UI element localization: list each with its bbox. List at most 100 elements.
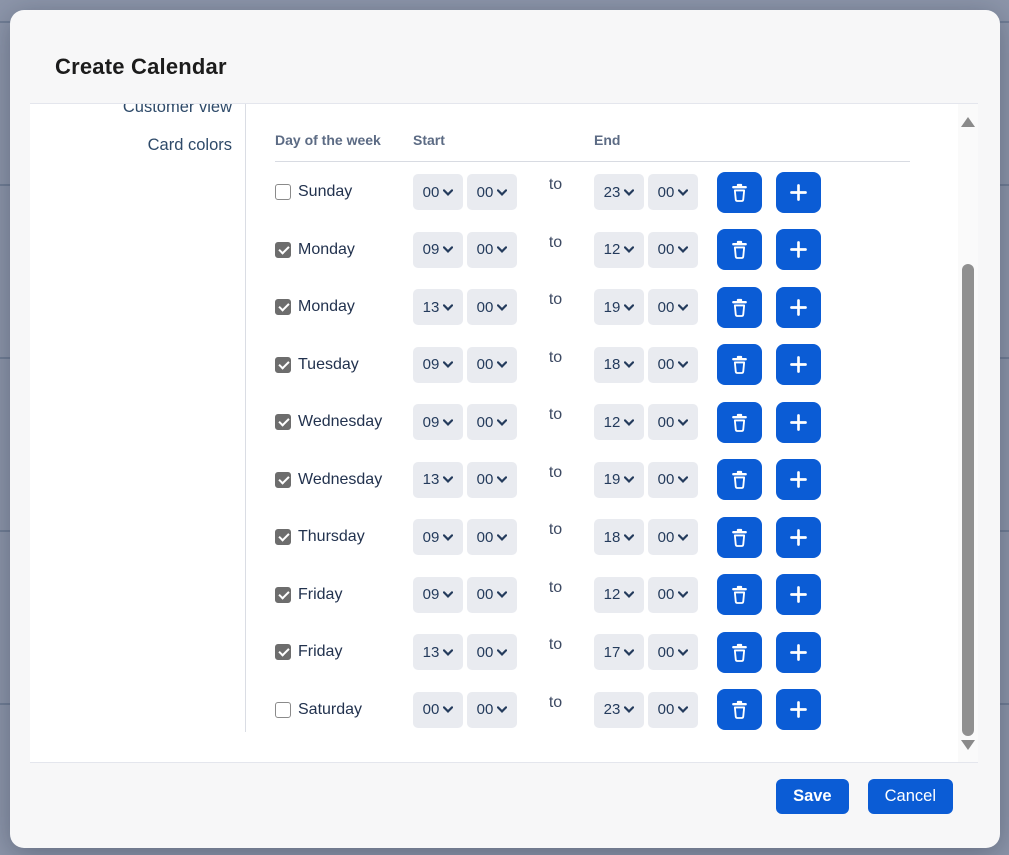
start-hour-select[interactable]: 09 (413, 576, 463, 613)
end-minute-value: 00 (657, 528, 675, 546)
end-minute-value: 00 (657, 643, 675, 661)
add-row-button[interactable] (776, 631, 821, 673)
delete-row-button[interactable] (717, 344, 762, 385)
add-row-button[interactable] (776, 286, 821, 328)
add-row-button[interactable] (776, 401, 821, 443)
day-checkbox[interactable] (275, 299, 291, 315)
delete-row-button[interactable] (717, 171, 762, 213)
add-row-button[interactable] (776, 171, 821, 213)
start-minute-select[interactable]: 00 (467, 346, 517, 383)
day-checkbox[interactable] (275, 471, 291, 488)
day-checkbox[interactable] (275, 701, 291, 718)
end-minute-value: 00 (657, 298, 675, 316)
end-minute-select[interactable]: 00 (648, 231, 698, 268)
start-hour-select[interactable]: 13 (413, 461, 463, 498)
start-minute-select[interactable]: 00 (467, 634, 517, 670)
end-minute-select[interactable]: 00 (648, 461, 698, 498)
sidebar-item-card-colors[interactable]: Card colors (147, 136, 232, 154)
delete-row-button[interactable] (717, 516, 762, 558)
plus-icon (789, 298, 808, 317)
end-hour-select[interactable]: 12 (594, 231, 644, 268)
start-hour-select[interactable]: 00 (413, 691, 463, 728)
end-hour-select[interactable]: 18 (594, 519, 644, 555)
add-row-button[interactable] (776, 459, 821, 500)
chevron-down-icon (443, 303, 454, 311)
end-minute-select[interactable]: 00 (648, 289, 698, 325)
start-hour-select[interactable]: 09 (413, 519, 463, 555)
start-hour-select[interactable]: 09 (413, 404, 463, 440)
delete-row-button[interactable] (717, 401, 762, 443)
start-hour-value: 09 (422, 586, 440, 603)
vertical-scrollbar[interactable] (958, 104, 978, 763)
end-minute-select[interactable]: 00 (648, 634, 698, 670)
start-minute-select[interactable]: 00 (467, 174, 517, 210)
day-label: Friday (298, 643, 343, 660)
add-row-button[interactable] (776, 574, 821, 615)
end-hour-select[interactable]: 19 (594, 461, 644, 498)
trash-icon (729, 354, 750, 375)
end-hour-select[interactable]: 12 (594, 576, 644, 613)
table-row: Sunday 00 00 to 23 (275, 171, 958, 213)
day-checkbox[interactable] (275, 414, 291, 430)
end-minute-select[interactable]: 00 (648, 576, 698, 613)
end-hour-select[interactable]: 23 (594, 691, 644, 728)
delete-row-button[interactable] (717, 229, 762, 270)
scroll-up-icon[interactable] (961, 117, 975, 127)
start-minute-select[interactable]: 00 (467, 576, 517, 613)
table-header: Day of the week Start End (275, 118, 910, 162)
day-checkbox[interactable] (275, 241, 291, 258)
table-row: Thursday 09 00 to 18 (275, 516, 958, 558)
row-actions (717, 344, 821, 385)
save-button[interactable]: Save (776, 779, 849, 814)
end-minute-select[interactable]: 00 (648, 346, 698, 383)
column-header-day: Day of the week (275, 131, 381, 148)
row-actions (717, 689, 821, 730)
start-minute-select[interactable]: 00 (467, 461, 517, 498)
end-hour-select[interactable]: 23 (594, 174, 644, 210)
start-hour-select[interactable]: 13 (413, 634, 463, 670)
scroll-down-icon[interactable] (961, 740, 975, 750)
end-hour-select[interactable]: 18 (594, 346, 644, 383)
delete-row-button[interactable] (717, 286, 762, 328)
start-time-cell: 09 00 (413, 576, 517, 613)
start-hour-select[interactable]: 09 (413, 346, 463, 383)
add-row-button[interactable] (776, 689, 821, 730)
end-hour-select[interactable]: 17 (594, 634, 644, 670)
start-minute-select[interactable]: 00 (467, 519, 517, 555)
end-hour-select[interactable]: 19 (594, 289, 644, 325)
start-minute-select[interactable]: 00 (467, 289, 517, 325)
day-label: Friday (298, 585, 343, 603)
start-hour-select[interactable]: 13 (413, 289, 463, 325)
end-minute-value: 00 (657, 413, 675, 431)
delete-row-button[interactable] (717, 459, 762, 500)
day-cell: Tuesday (275, 356, 413, 374)
delete-row-button[interactable] (717, 689, 762, 730)
day-checkbox[interactable] (275, 586, 291, 603)
end-minute-value: 00 (657, 701, 675, 718)
end-minute-select[interactable]: 00 (648, 691, 698, 728)
end-minute-select[interactable]: 00 (648, 174, 698, 210)
add-row-button[interactable] (776, 516, 821, 558)
delete-row-button[interactable] (717, 631, 762, 673)
cancel-button[interactable]: Cancel (867, 779, 953, 814)
chevron-down-icon (678, 591, 689, 598)
day-checkbox[interactable] (275, 184, 291, 200)
sidebar-item-customer-view[interactable]: Customer view (122, 103, 232, 116)
start-minute-select[interactable]: 00 (467, 231, 517, 268)
day-checkbox[interactable] (275, 529, 291, 545)
end-minute-select[interactable]: 00 (648, 404, 698, 440)
end-hour-select[interactable]: 12 (594, 404, 644, 440)
day-checkbox[interactable] (275, 644, 291, 660)
day-checkbox[interactable] (275, 356, 291, 373)
start-minute-select[interactable]: 00 (467, 691, 517, 728)
start-minute-select[interactable]: 00 (467, 404, 517, 440)
delete-row-button[interactable] (717, 574, 762, 615)
start-hour-select[interactable]: 09 (413, 231, 463, 268)
add-row-button[interactable] (776, 344, 821, 385)
end-minute-select[interactable]: 00 (648, 519, 698, 555)
start-hour-select[interactable]: 00 (413, 174, 463, 210)
add-row-button[interactable] (776, 229, 821, 270)
plus-icon (789, 413, 808, 432)
scrollbar-thumb[interactable] (962, 264, 974, 736)
start-minute-value: 00 (476, 298, 494, 316)
